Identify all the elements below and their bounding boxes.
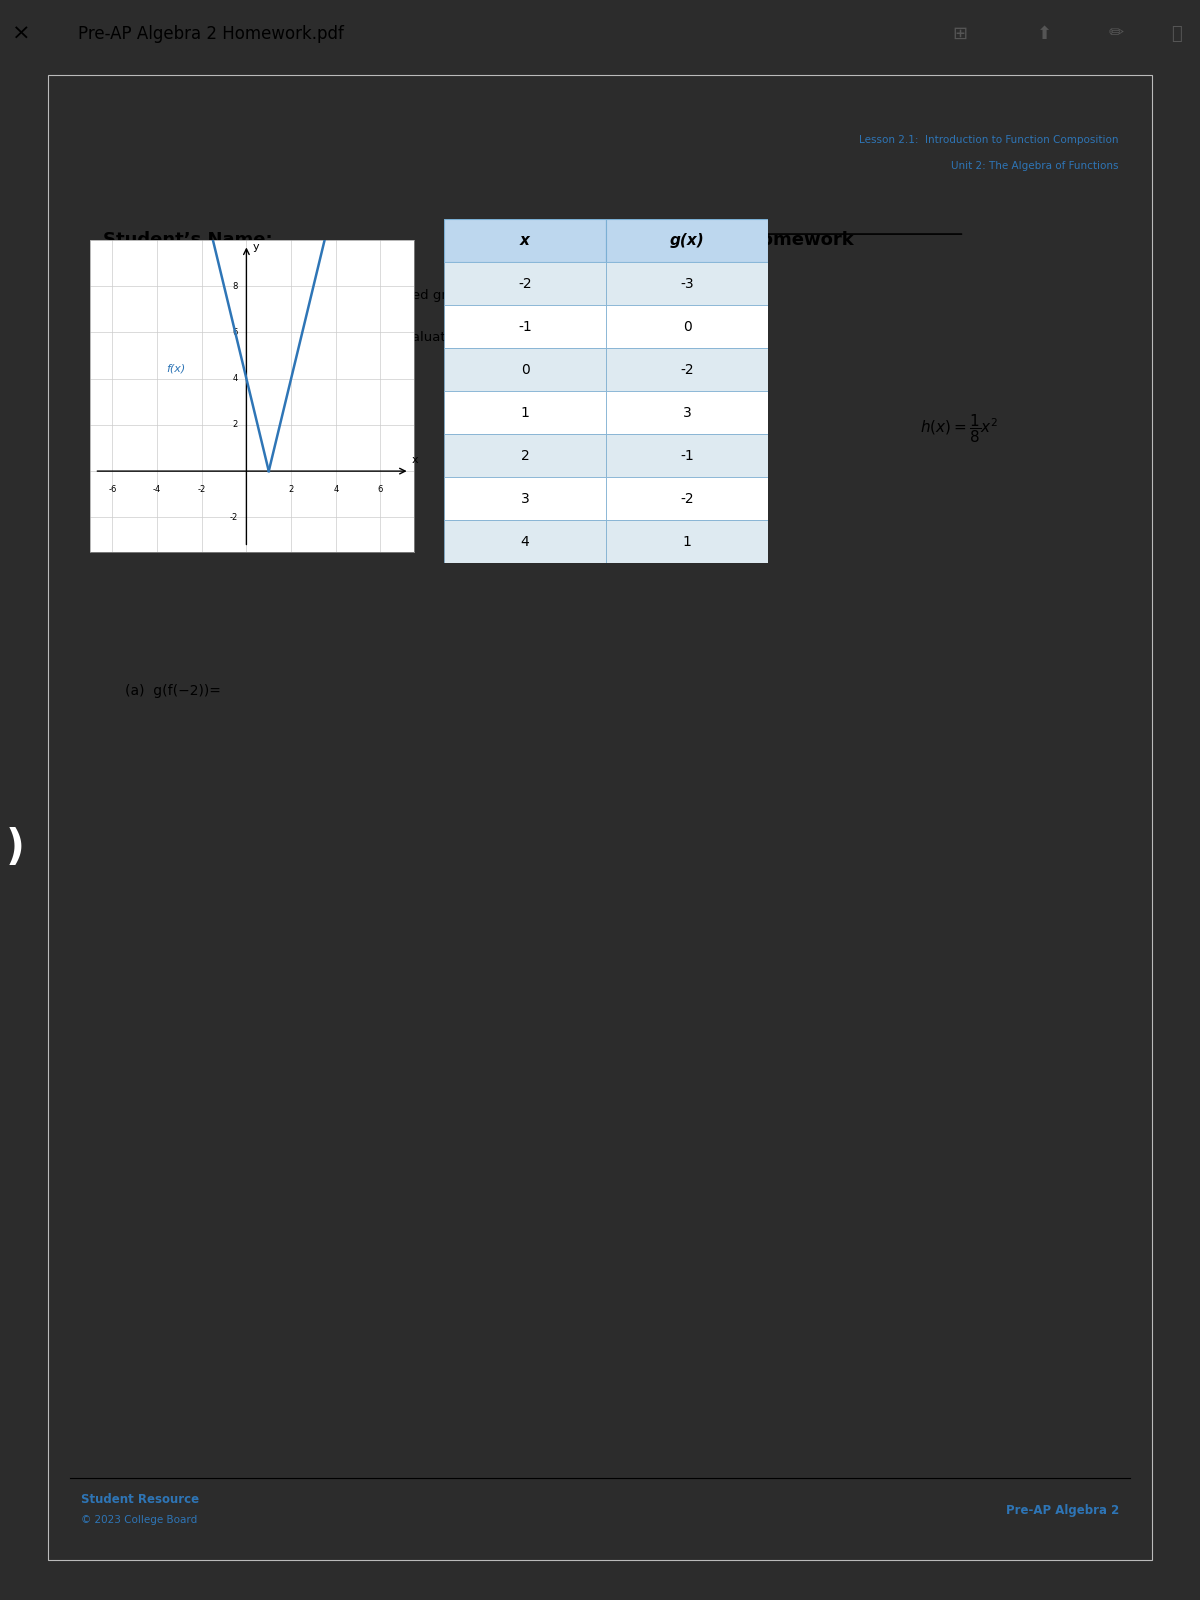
Text: x: x xyxy=(412,454,419,464)
Text: 4: 4 xyxy=(521,534,529,549)
Text: -3: -3 xyxy=(680,277,694,291)
Bar xyxy=(606,349,768,392)
Text: ⬆: ⬆ xyxy=(1037,24,1051,43)
Text: Student Resource: Student Resource xyxy=(82,1493,199,1506)
Text: ✏: ✏ xyxy=(1109,24,1123,43)
Bar xyxy=(444,349,606,392)
Bar xyxy=(444,520,606,563)
Text: Lesson 2.1:  Introduction to Function Composition: Lesson 2.1: Introduction to Function Com… xyxy=(859,134,1118,144)
Bar xyxy=(444,262,606,306)
Bar xyxy=(444,434,606,477)
Text: 0: 0 xyxy=(521,363,529,376)
Text: 4: 4 xyxy=(233,374,238,382)
Bar xyxy=(606,477,768,520)
Bar xyxy=(606,219,768,262)
Bar xyxy=(444,306,606,349)
Text: 2: 2 xyxy=(233,421,238,429)
Text: 1: 1 xyxy=(683,534,691,549)
Text: -2: -2 xyxy=(680,491,694,506)
Text: -2: -2 xyxy=(229,514,238,522)
Text: 2: 2 xyxy=(521,448,529,462)
Text: © 2023 College Board: © 2023 College Board xyxy=(82,1515,197,1525)
Text: ×: × xyxy=(12,24,31,43)
Text: follow.: follow. xyxy=(103,373,145,386)
Text: $h(x) = \dfrac{1}{8}x^2$: $h(x) = \dfrac{1}{8}x^2$ xyxy=(920,413,998,445)
Text: 1: 1 xyxy=(521,406,529,419)
Text: -6: -6 xyxy=(108,485,116,494)
Text: 3: 3 xyxy=(683,406,691,419)
Text: Student’s Name:: Student’s Name: xyxy=(103,230,272,250)
Text: Pre-AP Algebra 2 Homework: Pre-AP Algebra 2 Homework xyxy=(568,230,853,250)
Text: 1)Consider these functions, where f is expressed graphically, g is expressed as : 1)Consider these functions, where f is e… xyxy=(103,290,698,302)
Text: -2: -2 xyxy=(198,485,206,494)
Text: 6: 6 xyxy=(232,328,238,338)
Text: 0: 0 xyxy=(683,320,691,334)
Bar xyxy=(606,392,768,434)
Bar xyxy=(606,306,768,349)
Text: Pre-AP Algebra 2 Homework.pdf: Pre-AP Algebra 2 Homework.pdf xyxy=(78,24,344,43)
Text: f(x): f(x) xyxy=(166,363,185,374)
Text: y: y xyxy=(253,242,259,253)
Text: ): ) xyxy=(6,827,25,869)
Bar xyxy=(606,520,768,563)
Text: x: x xyxy=(520,234,530,248)
Text: 8: 8 xyxy=(232,282,238,291)
Bar xyxy=(444,392,606,434)
Text: ⊞: ⊞ xyxy=(953,24,967,43)
Text: (a)  g(f(−2))=: (a) g(f(−2))= xyxy=(125,683,221,698)
Text: 2: 2 xyxy=(288,485,294,494)
Text: -1: -1 xyxy=(680,448,694,462)
Bar xyxy=(606,262,768,306)
Text: 6: 6 xyxy=(378,485,383,494)
Bar xyxy=(606,434,768,477)
Text: 3: 3 xyxy=(521,491,529,506)
Text: 4: 4 xyxy=(334,485,338,494)
Bar xyxy=(444,219,606,262)
Text: values, and h is expressed algebraically, to evaluate the composite function val: values, and h is expressed algebraically… xyxy=(103,331,691,344)
Text: Pre-AP Algebra 2: Pre-AP Algebra 2 xyxy=(1006,1504,1118,1517)
Bar xyxy=(444,477,606,520)
Text: -4: -4 xyxy=(152,485,161,494)
Text: g(x): g(x) xyxy=(670,234,704,248)
Text: ⧉: ⧉ xyxy=(1171,24,1181,43)
Text: Unit 2: The Algebra of Functions: Unit 2: The Algebra of Functions xyxy=(952,162,1118,171)
Text: -2: -2 xyxy=(680,363,694,376)
Text: -2: -2 xyxy=(518,277,532,291)
Text: -1: -1 xyxy=(518,320,532,334)
